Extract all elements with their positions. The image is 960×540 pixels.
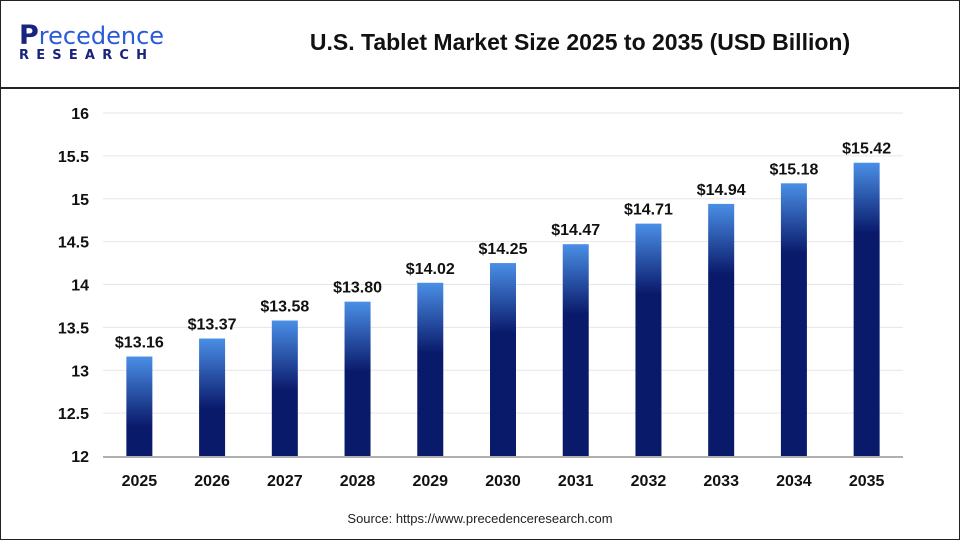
- header: Precedence RESEARCH U.S. Tablet Market S…: [1, 1, 959, 89]
- source-text: Source: https://www.precedenceresearch.c…: [347, 511, 613, 526]
- x-tick-label: 2032: [631, 473, 667, 490]
- x-tick-label: 2035: [849, 473, 885, 490]
- logo: Precedence RESEARCH: [19, 20, 165, 63]
- y-tick-label: 15: [71, 192, 89, 209]
- x-tick-label: 2034: [776, 473, 812, 490]
- bar-2035: [853, 162, 880, 457]
- y-tick-label: 12.5: [58, 406, 89, 423]
- data-label: $13.37: [188, 317, 237, 334]
- bar-2026: [199, 338, 226, 456]
- x-tick-label: 2028: [340, 473, 376, 490]
- x-tick-label: 2025: [122, 473, 158, 490]
- bar-2031: [562, 244, 589, 456]
- bar-2030: [490, 263, 516, 456]
- bar-2027: [271, 320, 298, 456]
- x-tick-label: 2026: [194, 473, 230, 490]
- data-label: $13.58: [260, 299, 309, 316]
- y-tick-label: 16: [71, 106, 89, 123]
- x-tick-label: 2031: [558, 473, 594, 490]
- bar-2032: [635, 223, 662, 456]
- data-label: $14.47: [551, 222, 600, 239]
- data-label: $13.16: [115, 335, 164, 352]
- y-tick-label: 15.5: [58, 149, 89, 166]
- bar-2033: [708, 203, 735, 456]
- y-tick-label: 13.5: [58, 320, 89, 337]
- bar-2034: [780, 183, 807, 456]
- data-label: $14.02: [406, 261, 455, 278]
- data-label: $15.18: [769, 161, 818, 178]
- x-tick-label: 2030: [485, 473, 521, 490]
- chart-title: U.S. Tablet Market Size 2025 to 2035 (US…: [309, 29, 851, 55]
- y-tick-label: 12: [71, 449, 89, 466]
- y-tick-label: 14: [71, 278, 89, 295]
- logo-text-bottom: RESEARCH: [19, 48, 155, 63]
- logo-text-top: Precedence: [19, 20, 165, 51]
- data-label: $14.25: [479, 241, 528, 258]
- data-label: $14.94: [697, 182, 746, 199]
- x-tick-label: 2033: [703, 473, 739, 490]
- data-label: $15.42: [842, 141, 891, 158]
- x-tick-label: 2029: [412, 473, 448, 490]
- bar-2025: [126, 356, 153, 456]
- x-tick-label: 2027: [267, 473, 303, 490]
- bar-2029: [417, 282, 444, 456]
- y-tick-label: 14.5: [58, 235, 89, 252]
- bar-2028: [344, 301, 371, 456]
- data-label: $13.80: [333, 280, 382, 297]
- data-label: $14.71: [624, 202, 673, 219]
- y-tick-label: 13: [71, 363, 89, 380]
